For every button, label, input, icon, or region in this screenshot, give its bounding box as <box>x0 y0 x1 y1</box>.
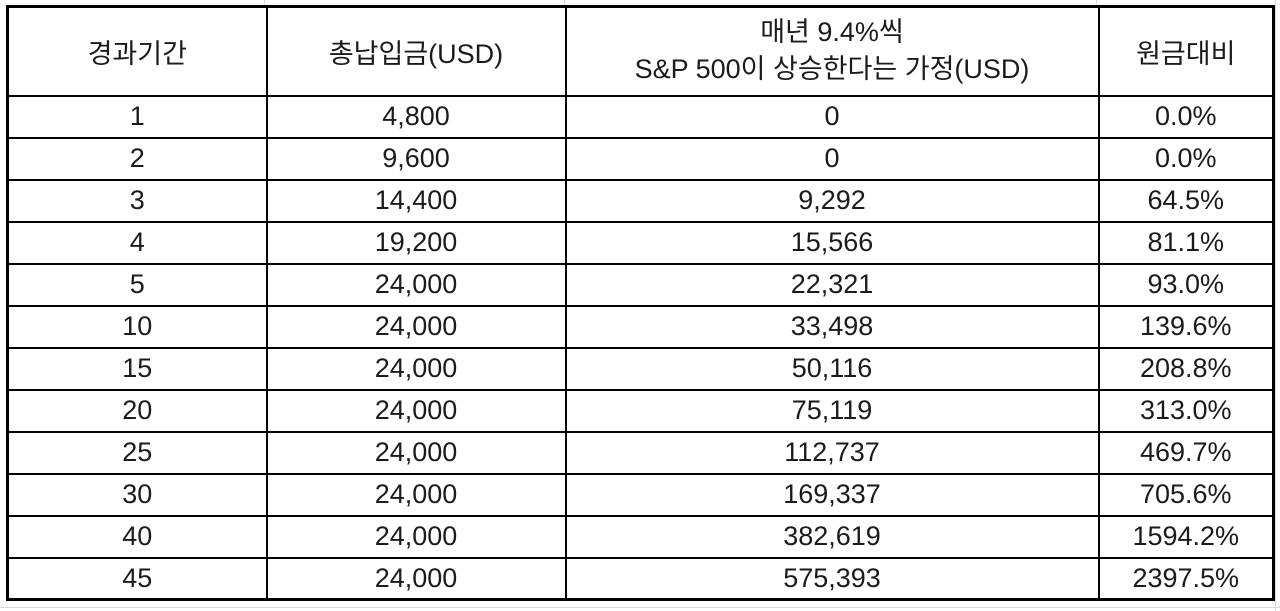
header-line-2: S&P 500이 상승한다는 가정(USD) <box>634 54 1030 85</box>
cell-period: 4 <box>6 220 268 265</box>
sheet-gridline-right <box>1275 0 1276 611</box>
header-cell-total-paid: 총납입금(USD) <box>265 5 567 97</box>
cell-vs-principal: 208.8% <box>1097 346 1275 391</box>
cell-sp500-value: 50,116 <box>564 346 1100 391</box>
header-line-1: 매년 9.4%씩 <box>760 17 904 48</box>
sheet-gridline-bottom <box>0 607 1280 608</box>
cell-total-paid: 19,200 <box>265 220 567 265</box>
cell-vs-principal: 81.1% <box>1097 220 1275 265</box>
cell-vs-principal: 64.5% <box>1097 178 1275 223</box>
cell-sp500-value: 15,566 <box>564 220 1100 265</box>
cell-period: 10 <box>6 304 268 349</box>
cell-total-paid: 24,000 <box>265 388 567 433</box>
cell-total-paid: 24,000 <box>265 304 567 349</box>
cell-sp500-value: 0 <box>564 94 1100 139</box>
cell-vs-principal: 0.0% <box>1097 94 1275 139</box>
table-row: 20 24,000 75,119 313.0% <box>6 388 1275 433</box>
cell-total-paid: 9,600 <box>265 136 567 181</box>
header-cell-sp500-assumption: 매년 9.4%씩 S&P 500이 상승한다는 가정(USD) <box>564 5 1100 97</box>
cell-period: 3 <box>6 178 268 223</box>
table-row: 30 24,000 169,337 705.6% <box>6 472 1275 517</box>
header-cell-elapsed-period: 경과기간 <box>6 5 268 97</box>
cell-total-paid: 24,000 <box>265 556 567 601</box>
investment-projection-table: 경과기간 총납입금(USD) 매년 9.4%씩 S&P 500이 상승한다는 가… <box>6 5 1275 601</box>
cell-total-paid: 24,000 <box>265 514 567 559</box>
sheet-gridline-top-fragment <box>264 0 265 5</box>
cell-sp500-value: 33,498 <box>564 304 1100 349</box>
header-cell-vs-principal: 원금대비 <box>1097 5 1275 97</box>
cell-period: 40 <box>6 514 268 559</box>
table-row: 45 24,000 575,393 2397.5% <box>6 556 1275 601</box>
cell-sp500-value: 169,337 <box>564 472 1100 517</box>
cell-sp500-value: 575,393 <box>564 556 1100 601</box>
cell-period: 2 <box>6 136 268 181</box>
cell-vs-principal: 93.0% <box>1097 262 1275 307</box>
table-row: 1 4,800 0 0.0% <box>6 94 1275 139</box>
sheet-gridline-top-fragment <box>1096 0 1097 5</box>
cell-sp500-value: 75,119 <box>564 388 1100 433</box>
cell-sp500-value: 0 <box>564 136 1100 181</box>
table-row: 10 24,000 33,498 139.6% <box>6 304 1275 349</box>
table-row: 2 9,600 0 0.0% <box>6 136 1275 181</box>
cell-period: 15 <box>6 346 268 391</box>
table-row: 15 24,000 50,116 208.8% <box>6 346 1275 391</box>
table-row: 3 14,400 9,292 64.5% <box>6 178 1275 223</box>
cell-vs-principal: 469.7% <box>1097 430 1275 475</box>
cell-period: 25 <box>6 430 268 475</box>
cell-total-paid: 4,800 <box>265 94 567 139</box>
cell-total-paid: 24,000 <box>265 430 567 475</box>
cell-period: 5 <box>6 262 268 307</box>
cell-vs-principal: 705.6% <box>1097 472 1275 517</box>
cell-period: 30 <box>6 472 268 517</box>
cell-vs-principal: 0.0% <box>1097 136 1275 181</box>
cell-vs-principal: 1594.2% <box>1097 514 1275 559</box>
cell-sp500-value: 382,619 <box>564 514 1100 559</box>
cell-total-paid: 24,000 <box>265 472 567 517</box>
cell-total-paid: 14,400 <box>265 178 567 223</box>
table-row: 40 24,000 382,619 1594.2% <box>6 514 1275 559</box>
table-row: 5 24,000 22,321 93.0% <box>6 262 1275 307</box>
cell-period: 45 <box>6 556 268 601</box>
table-row: 25 24,000 112,737 469.7% <box>6 430 1275 475</box>
cell-sp500-value: 22,321 <box>564 262 1100 307</box>
table-header-row: 경과기간 총납입금(USD) 매년 9.4%씩 S&P 500이 상승한다는 가… <box>6 5 1275 97</box>
sheet-gridline-top-fragment <box>564 0 565 5</box>
cell-period: 1 <box>6 94 268 139</box>
cell-vs-principal: 2397.5% <box>1097 556 1275 601</box>
cell-period: 20 <box>6 388 268 433</box>
cell-total-paid: 24,000 <box>265 346 567 391</box>
cell-sp500-value: 9,292 <box>564 178 1100 223</box>
table-row: 4 19,200 15,566 81.1% <box>6 220 1275 265</box>
cell-vs-principal: 313.0% <box>1097 388 1275 433</box>
cell-vs-principal: 139.6% <box>1097 304 1275 349</box>
cell-sp500-value: 112,737 <box>564 430 1100 475</box>
cell-total-paid: 24,000 <box>265 262 567 307</box>
